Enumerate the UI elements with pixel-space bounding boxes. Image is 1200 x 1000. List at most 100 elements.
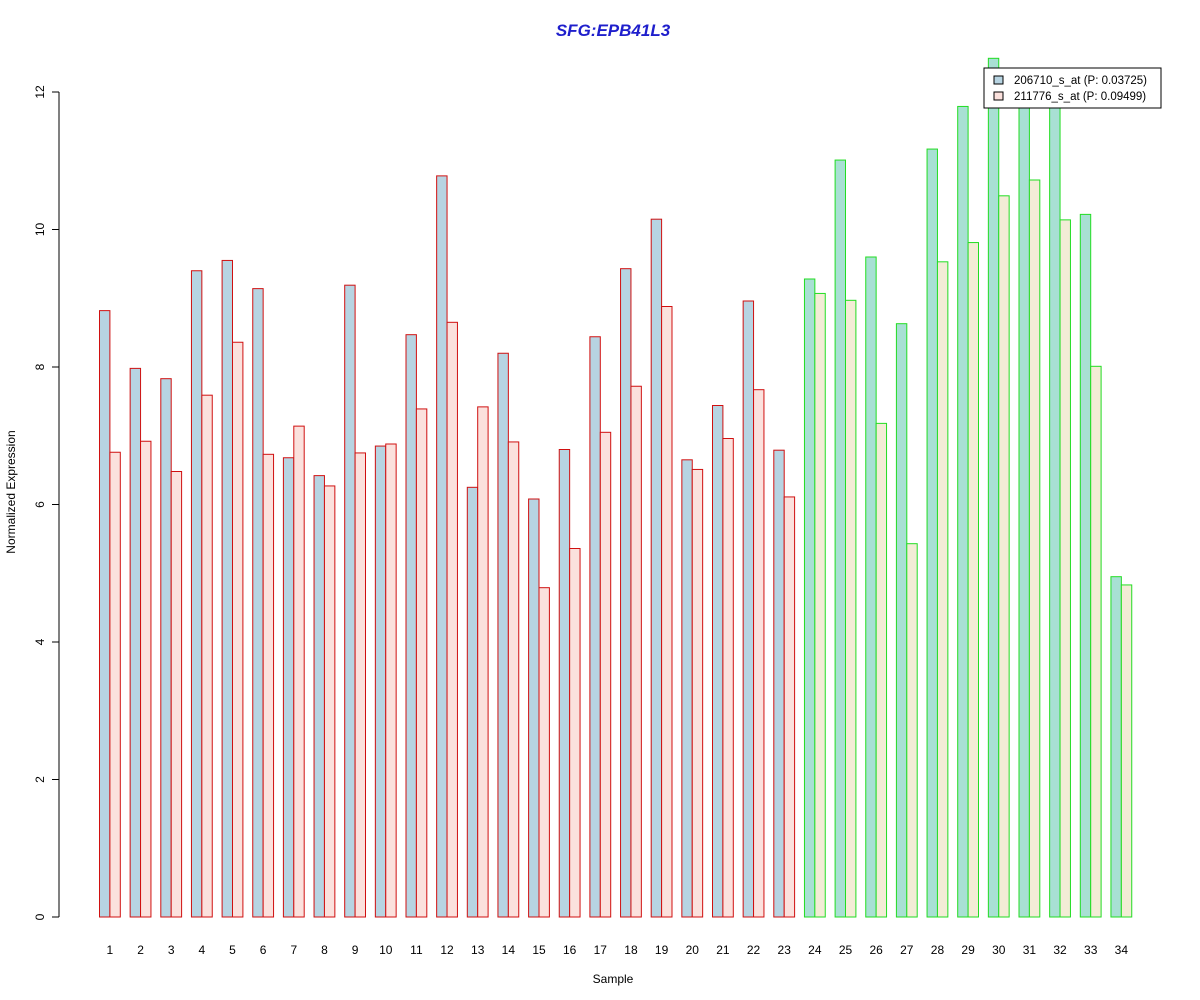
bar-series-1-sample-19: [650, 218, 663, 918]
bar-series-1-sample-33: [1079, 213, 1092, 918]
bar-series-1-sample-18: [620, 268, 632, 918]
bar-series-1-sample-27: [895, 323, 908, 918]
legend-label-series-1: 206710_s_at (P: 0.03725): [1014, 75, 1147, 87]
bar-series-2-sample-31: [1028, 179, 1041, 918]
x-tick-label: 14: [502, 943, 516, 957]
x-tick-label: 23: [778, 943, 792, 957]
bar-series-2-sample-16: [569, 548, 581, 918]
bar-series-2-sample-9: [354, 452, 367, 918]
x-tick-label: 29: [961, 943, 975, 957]
bar-series-2-sample-28: [936, 261, 949, 918]
bar-series-1-sample-22: [742, 300, 755, 918]
bar-series-2-sample-1: [109, 451, 121, 918]
bar-series-2-sample-18: [630, 385, 642, 918]
bar-series-2-sample-11: [415, 408, 428, 918]
bar-series-1-sample-6: [252, 288, 264, 918]
bar-series-2-sample-24: [814, 292, 826, 918]
x-tick-labels: 1 2 3 4 5 6 7 8 9 10 11 12 13 14 15 16 17 18 19 20 21 22 23 24 2…: [107, 943, 1129, 957]
bar-series-1-sample-12: [436, 175, 448, 918]
legend: 206710_s_at (P: 0.03725) 211776_s_at (P:…: [983, 67, 1162, 109]
x-tick-label: 6: [260, 943, 267, 957]
bar-series-1-sample-28: [926, 148, 938, 918]
y-tick-label: 2: [33, 776, 47, 783]
chart-title: SFG:EPB41L3: [556, 21, 671, 40]
bar-series-1-sample-1: [99, 310, 111, 918]
x-tick-label: 16: [563, 943, 577, 957]
bar-series-2-sample-21: [722, 438, 734, 918]
bar-series-2-sample-23: [783, 496, 796, 918]
x-tick-label: 9: [352, 943, 359, 957]
bar-series-1-sample-8: [313, 475, 325, 918]
bar-series-2-sample-5: [232, 341, 244, 918]
bar-series-2-sample-33: [1090, 365, 1102, 918]
bar-series-1-sample-20: [681, 459, 693, 918]
bar-series-1-sample-9: [344, 284, 356, 918]
x-tick-label: 12: [440, 943, 454, 957]
bar-series-2-sample-32: [1059, 219, 1071, 918]
x-tick-label: 25: [839, 943, 853, 957]
bar-series-2-sample-7: [293, 425, 305, 918]
x-tick-label: 20: [686, 943, 700, 957]
bar-series-2-sample-4: [201, 394, 213, 918]
bar-series-1-sample-21: [712, 405, 724, 918]
bar-series-2-sample-30: [998, 195, 1010, 918]
bar-series-1-sample-11: [405, 334, 417, 918]
bar-series-1-sample-14: [497, 352, 509, 918]
x-tick-label: 21: [716, 943, 730, 957]
bar-series-1-sample-29: [957, 105, 969, 918]
bar-series-1-sample-25: [834, 159, 846, 918]
bar-series-1-sample-32: [1049, 105, 1061, 918]
bar-series-1-sample-7: [282, 457, 295, 918]
x-tick-label: 13: [471, 943, 485, 957]
bar-series-1-sample-23: [773, 449, 785, 918]
x-tick-label: 18: [624, 943, 638, 957]
bar-series-1-sample-5: [221, 259, 234, 918]
bar-series-2-sample-15: [538, 587, 550, 918]
bar-series-1-sample-15: [528, 498, 540, 918]
x-tick-label: 31: [1023, 943, 1037, 957]
bar-series-2-sample-20: [691, 468, 704, 918]
x-tick-label: 1: [107, 943, 114, 957]
bar-series-2-sample-2: [140, 440, 152, 918]
x-tick-label: 7: [290, 943, 297, 957]
x-tick-label: 26: [869, 943, 883, 957]
y-tick-label: 12: [33, 85, 47, 99]
x-tick-label: 24: [808, 943, 822, 957]
x-tick-label: 17: [594, 943, 608, 957]
bar-series-1-sample-26: [865, 256, 877, 918]
x-tick-label: 27: [900, 943, 914, 957]
x-tick-label: 15: [532, 943, 546, 957]
x-axis-label: Sample: [593, 972, 634, 986]
y-tick-label: 0: [33, 913, 47, 920]
legend-swatch-series-2: [993, 91, 1004, 101]
bar-series-1-sample-30: [987, 57, 1000, 918]
x-tick-label: 22: [747, 943, 761, 957]
x-tick-label: 33: [1084, 943, 1098, 957]
bar-series-1-sample-34: [1110, 576, 1122, 918]
bar-series-2-sample-3: [170, 471, 183, 918]
bar-series-1-sample-10: [374, 445, 387, 918]
y-tick-label: 4: [33, 638, 47, 645]
bar-series-2-sample-17: [599, 431, 612, 918]
legend-box: [983, 67, 1162, 109]
bar-series-2-sample-19: [661, 306, 673, 918]
bar-series-2-sample-27: [906, 543, 918, 918]
y-tick-label: 8: [33, 363, 47, 370]
bar-series-2-sample-29: [967, 242, 979, 918]
bar-series-1-sample-3: [160, 378, 172, 918]
bar-series-2-sample-22: [753, 389, 765, 918]
bar-series-2-sample-14: [507, 441, 520, 918]
y-axis: 0 2 4 6 8 10 12: [33, 85, 60, 920]
x-tick-label: 3: [168, 943, 175, 957]
x-tick-label: 32: [1053, 943, 1067, 957]
x-tick-label: 11: [410, 943, 423, 957]
x-tick-label: 10: [379, 943, 393, 957]
x-tick-label: 4: [199, 943, 206, 957]
bars-group: [99, 57, 1133, 918]
bar-series-2-sample-34: [1120, 584, 1133, 918]
x-tick-label: 19: [655, 943, 669, 957]
x-tick-label: 5: [229, 943, 236, 957]
y-tick-label: 6: [33, 501, 47, 508]
